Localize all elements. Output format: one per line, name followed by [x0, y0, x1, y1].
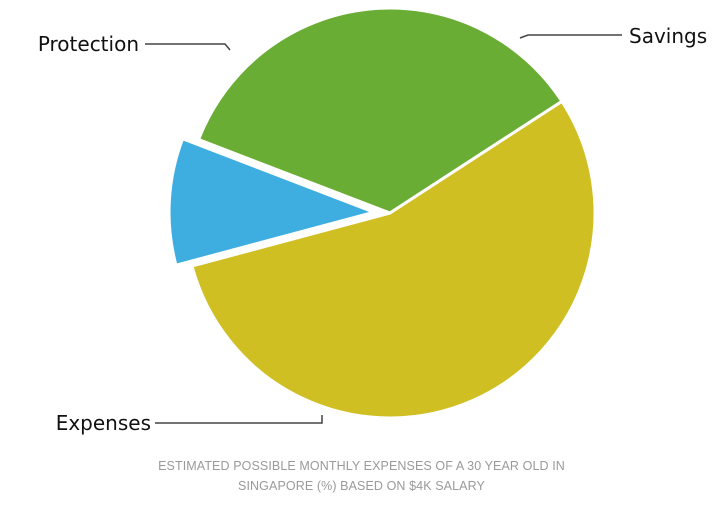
- caption-line-2: SINGAPORE (%) BASED ON $4K SALARY: [238, 479, 485, 493]
- pie-slice-savings: [197, 6, 564, 215]
- chart-caption: ESTIMATED POSSIBLE MONTHLY EXPENSES OF A…: [120, 456, 603, 496]
- leader-line-expenses: [155, 415, 323, 424]
- leader-line-savings: [519, 34, 622, 39]
- caption-line-1: ESTIMATED POSSIBLE MONTHLY EXPENSES OF A…: [158, 459, 565, 473]
- slice-label-expenses: Expenses: [56, 411, 151, 435]
- slice-label-protection: Protection: [38, 32, 139, 56]
- pie-labels: Savings Expenses Protection: [38, 24, 707, 435]
- leader-line-protection: [145, 43, 231, 51]
- slice-label-savings: Savings: [629, 24, 707, 48]
- pie-slice-protection: [167, 137, 376, 267]
- pie-slices: [167, 6, 597, 420]
- pie-slice-expenses: [190, 99, 597, 420]
